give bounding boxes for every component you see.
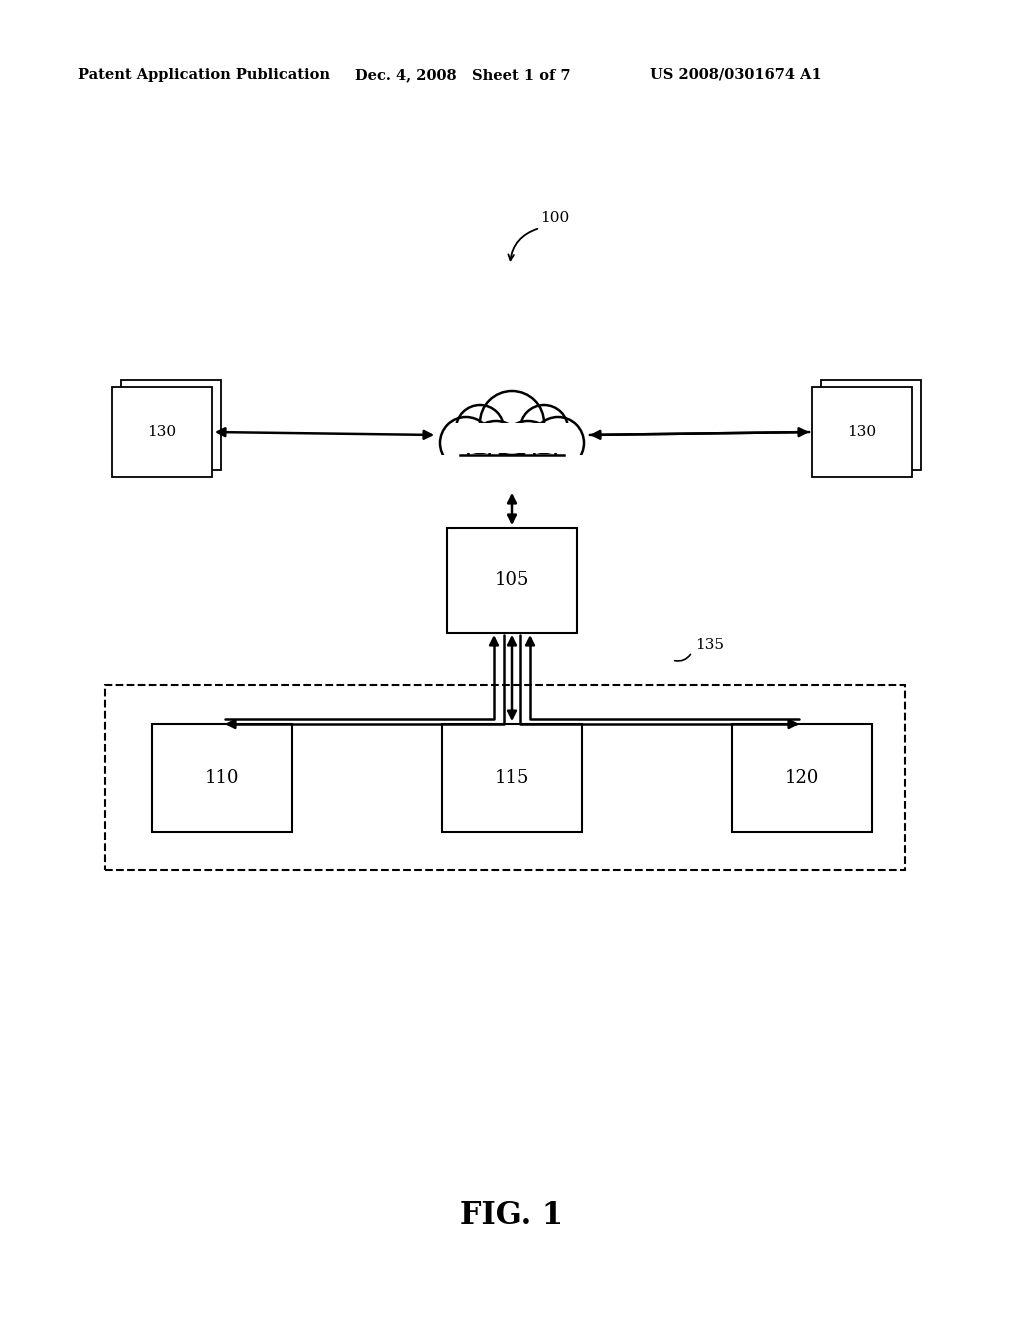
Circle shape bbox=[480, 391, 544, 455]
Text: US 2008/0301674 A1: US 2008/0301674 A1 bbox=[650, 69, 821, 82]
Bar bbox=[121, 380, 221, 470]
Bar bbox=[112, 387, 212, 477]
Bar bbox=[821, 380, 921, 470]
Circle shape bbox=[520, 405, 568, 453]
Text: 130: 130 bbox=[848, 425, 877, 440]
Bar bbox=[437, 455, 587, 484]
Bar bbox=[812, 387, 912, 477]
Text: FIG. 1: FIG. 1 bbox=[461, 1200, 563, 1230]
Text: 110: 110 bbox=[205, 770, 240, 787]
Circle shape bbox=[500, 421, 556, 477]
Bar bbox=[452, 422, 572, 453]
Circle shape bbox=[532, 417, 584, 469]
Text: 100: 100 bbox=[540, 211, 569, 224]
Bar bbox=[447, 528, 577, 632]
Text: Dec. 4, 2008   Sheet 1 of 7: Dec. 4, 2008 Sheet 1 of 7 bbox=[355, 69, 570, 82]
Text: 120: 120 bbox=[784, 770, 819, 787]
Text: 125: 125 bbox=[496, 432, 528, 449]
Circle shape bbox=[468, 421, 524, 477]
Circle shape bbox=[456, 405, 504, 453]
Bar bbox=[442, 723, 582, 832]
Bar bbox=[105, 685, 905, 870]
Text: 105: 105 bbox=[495, 572, 529, 589]
Text: 130: 130 bbox=[147, 425, 176, 440]
Circle shape bbox=[440, 417, 492, 469]
Bar bbox=[152, 723, 292, 832]
Text: 135: 135 bbox=[695, 638, 724, 652]
Text: Patent Application Publication: Patent Application Publication bbox=[78, 69, 330, 82]
Text: 115: 115 bbox=[495, 770, 529, 787]
Bar bbox=[732, 723, 872, 832]
